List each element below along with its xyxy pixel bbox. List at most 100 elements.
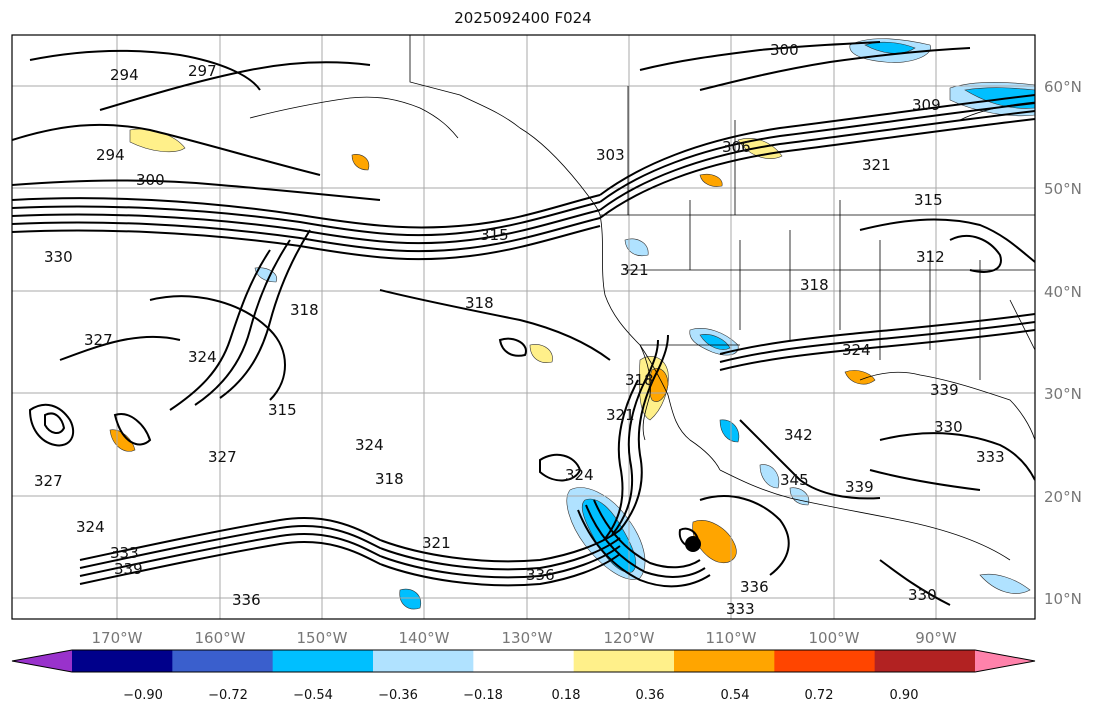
- contour-label: 297: [188, 62, 217, 80]
- contour-label: 330: [908, 586, 937, 604]
- lon-label: 110°W: [706, 629, 757, 647]
- positive-shade-region: [699, 173, 723, 187]
- colorbar-swatch: [172, 650, 274, 672]
- negative-shade-region: [399, 588, 422, 610]
- contour-label: 327: [208, 448, 237, 466]
- colorbar-swatch: [774, 650, 876, 672]
- positive-shade-region: [529, 344, 553, 363]
- colorbar-swatch: [975, 650, 1035, 672]
- contour-label: 324: [76, 518, 105, 536]
- colorbar-swatch: [12, 650, 72, 672]
- contour-label: 336: [232, 591, 261, 609]
- contour-label: 318: [290, 301, 319, 319]
- negative-shade-region: [719, 419, 740, 443]
- contour-label: 318: [465, 294, 494, 312]
- contour-label: 324: [355, 436, 384, 454]
- negative-shade-region: [699, 334, 731, 350]
- contour-label: 321: [862, 156, 891, 174]
- contour-label: 333: [976, 448, 1005, 466]
- contour-label: 318: [800, 276, 829, 294]
- latitude-labels: 60°N 50°N 40°N 30°N 20°N 10°N: [1044, 78, 1082, 608]
- contour-label: 330: [44, 248, 73, 266]
- contour-label: 300: [136, 171, 165, 189]
- contour-label: 321: [606, 406, 635, 424]
- contour-label: 303: [596, 146, 625, 164]
- colorbar-swatch: [573, 650, 675, 672]
- contour-label: 333: [110, 544, 139, 562]
- contour-label: 339: [114, 560, 143, 578]
- contour-label: 333: [726, 600, 755, 618]
- contour-label: 327: [84, 331, 113, 349]
- colorbar-tick-label: 0.18: [552, 688, 581, 703]
- contour-label: 324: [842, 341, 871, 359]
- contour-label: 294: [110, 66, 139, 84]
- contour-label: 324: [565, 466, 594, 484]
- positive-shade-region: [351, 154, 370, 171]
- lat-label: 10°N: [1044, 590, 1082, 608]
- contour-label: 318: [375, 470, 404, 488]
- contour-label: 339: [930, 381, 959, 399]
- colorbar-swatches: [11, 649, 1036, 673]
- contour-label: 342: [784, 426, 813, 444]
- contour-label: 315: [268, 401, 297, 419]
- negative-shade-region: [759, 464, 780, 489]
- lon-label: 90°W: [915, 629, 957, 647]
- lon-label: 160°W: [195, 629, 246, 647]
- colorbar: −0.90 −0.72 −0.54 −0.36 −0.18 0.18 0.36 …: [11, 649, 1036, 703]
- contour-lines: [12, 41, 1035, 606]
- contour-label: 345: [780, 471, 809, 489]
- contour-label: 336: [526, 566, 555, 584]
- map-area: [12, 35, 1035, 619]
- colorbar-tick-label: 0.36: [636, 688, 665, 703]
- colorbar-tick-label: 0.72: [805, 688, 834, 703]
- colorbar-tick-label: −0.54: [293, 688, 333, 703]
- contour-label: 306: [722, 138, 751, 156]
- contour-label: 324: [188, 348, 217, 366]
- contour-labels: 294 297 294 300 300 309 303 306 321 315 …: [34, 41, 1005, 618]
- negative-shade-region: [624, 238, 649, 257]
- colorbar-tick-label: −0.36: [378, 688, 418, 703]
- lon-label: 140°W: [399, 629, 450, 647]
- contour-label: 336: [740, 578, 769, 596]
- contour-label: 330: [934, 418, 963, 436]
- contour-label: 339: [845, 478, 874, 496]
- colorbar-ticks: −0.90 −0.72 −0.54 −0.36 −0.18 0.18 0.36 …: [123, 688, 918, 703]
- longitude-labels: 170°W 160°W 150°W 140°W 130°W 120°W 110°…: [92, 629, 957, 647]
- colorbar-swatch: [72, 650, 173, 672]
- lon-label: 170°W: [92, 629, 143, 647]
- chart-title: 2025092400 F024: [454, 9, 592, 27]
- colorbar-tick-label: −0.18: [463, 688, 503, 703]
- negative-shade-region: [979, 573, 1031, 594]
- contour-label: 309: [912, 96, 941, 114]
- colorbar-outline: [11, 649, 1036, 673]
- colorbar-swatch: [674, 650, 775, 672]
- colorbar-swatch: [874, 650, 976, 672]
- lat-label: 40°N: [1044, 283, 1082, 301]
- lat-label: 30°N: [1044, 385, 1082, 403]
- colorbar-swatch: [373, 650, 474, 672]
- contour-label: 327: [34, 472, 63, 490]
- contour-label: 294: [96, 146, 125, 164]
- lon-label: 150°W: [297, 629, 348, 647]
- contour-label: 312: [916, 248, 945, 266]
- contour-label: 315: [914, 191, 943, 209]
- contour-label: 321: [620, 261, 649, 279]
- contour-label: 318: [625, 371, 654, 389]
- contour-label: 321: [422, 534, 451, 552]
- lon-label: 120°W: [604, 629, 655, 647]
- lat-label: 20°N: [1044, 488, 1082, 506]
- map-frame: [11, 34, 1036, 620]
- lat-label: 50°N: [1044, 180, 1082, 198]
- negative-shade-region: [581, 498, 637, 573]
- colorbar-tick-label: −0.90: [123, 688, 163, 703]
- contour-label: 300: [770, 41, 799, 59]
- colorbar-tick-label: 0.54: [721, 688, 750, 703]
- colorbar-swatch: [272, 650, 374, 672]
- lon-label: 100°W: [809, 629, 860, 647]
- contour-label: 315: [480, 226, 509, 244]
- positive-shade-region: [844, 370, 876, 385]
- lon-label: 130°W: [502, 629, 553, 647]
- colorbar-tick-label: −0.72: [208, 688, 248, 703]
- lat-label: 60°N: [1044, 78, 1082, 96]
